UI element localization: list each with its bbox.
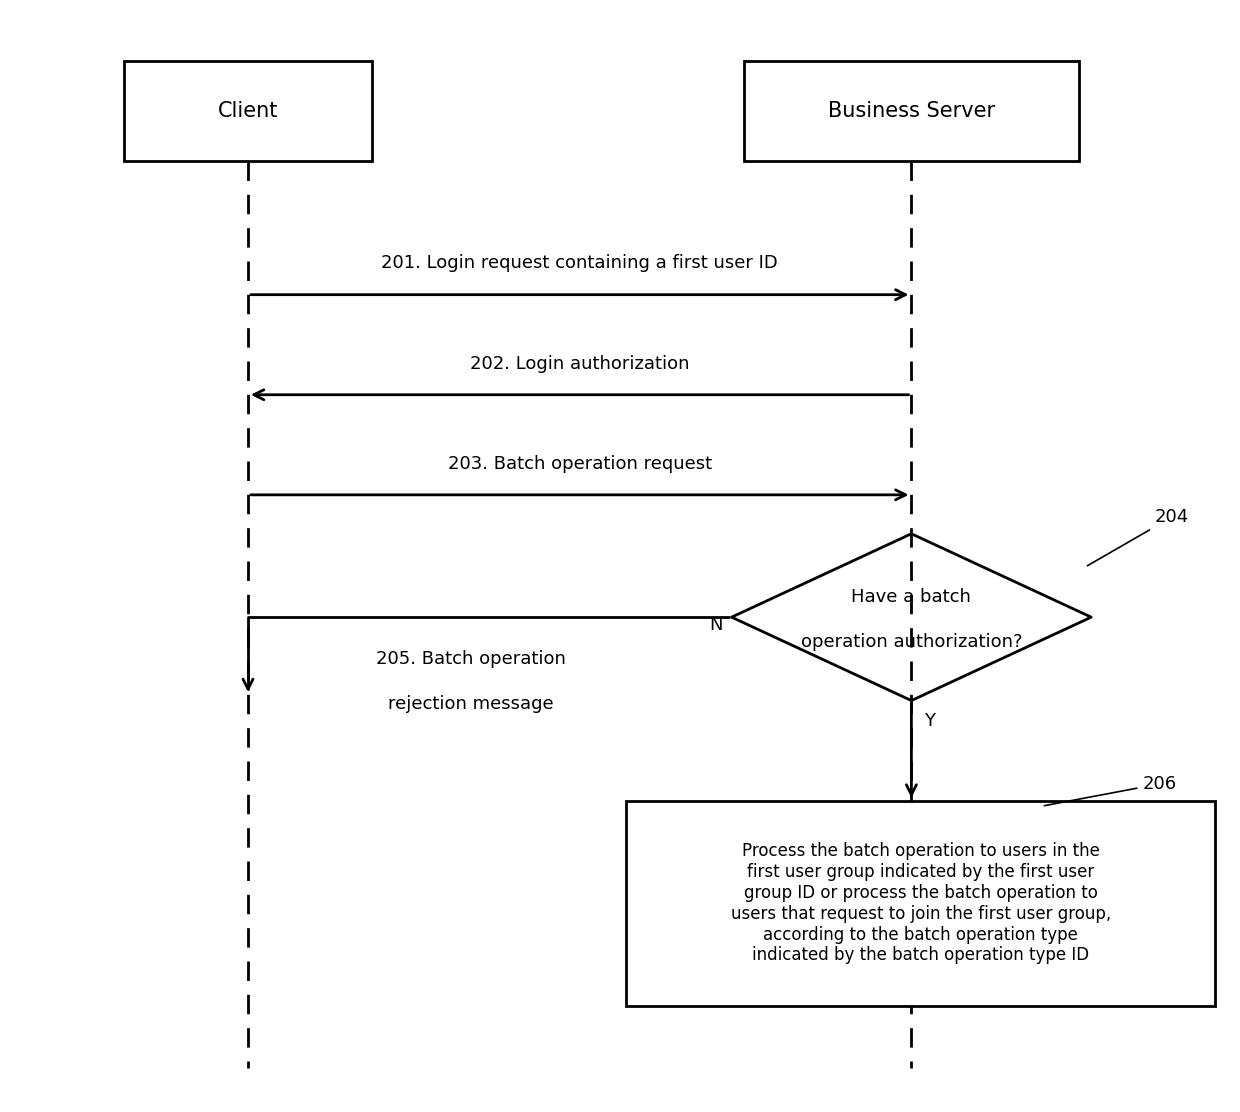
Text: 203. Batch operation request: 203. Batch operation request (448, 455, 712, 473)
Text: N: N (709, 616, 723, 634)
Text: operation authorization?: operation authorization? (801, 633, 1022, 651)
Text: Client: Client (218, 101, 278, 121)
Text: 202. Login authorization: 202. Login authorization (470, 355, 689, 373)
Text: Process the batch operation to users in the
first user group indicated by the fi: Process the batch operation to users in … (730, 843, 1111, 964)
Text: rejection message: rejection message (388, 695, 554, 713)
Bar (626, 801, 1215, 1006)
Text: 205. Batch operation: 205. Batch operation (376, 651, 567, 668)
Bar (744, 61, 1079, 161)
Text: Y: Y (924, 712, 935, 729)
Text: Have a batch: Have a batch (852, 588, 971, 606)
Text: 206: 206 (1044, 775, 1177, 806)
Text: 201. Login request containing a first user ID: 201. Login request containing a first us… (382, 255, 777, 272)
Text: 204: 204 (1087, 508, 1189, 566)
Bar (124, 61, 372, 161)
Text: Business Server: Business Server (828, 101, 994, 121)
